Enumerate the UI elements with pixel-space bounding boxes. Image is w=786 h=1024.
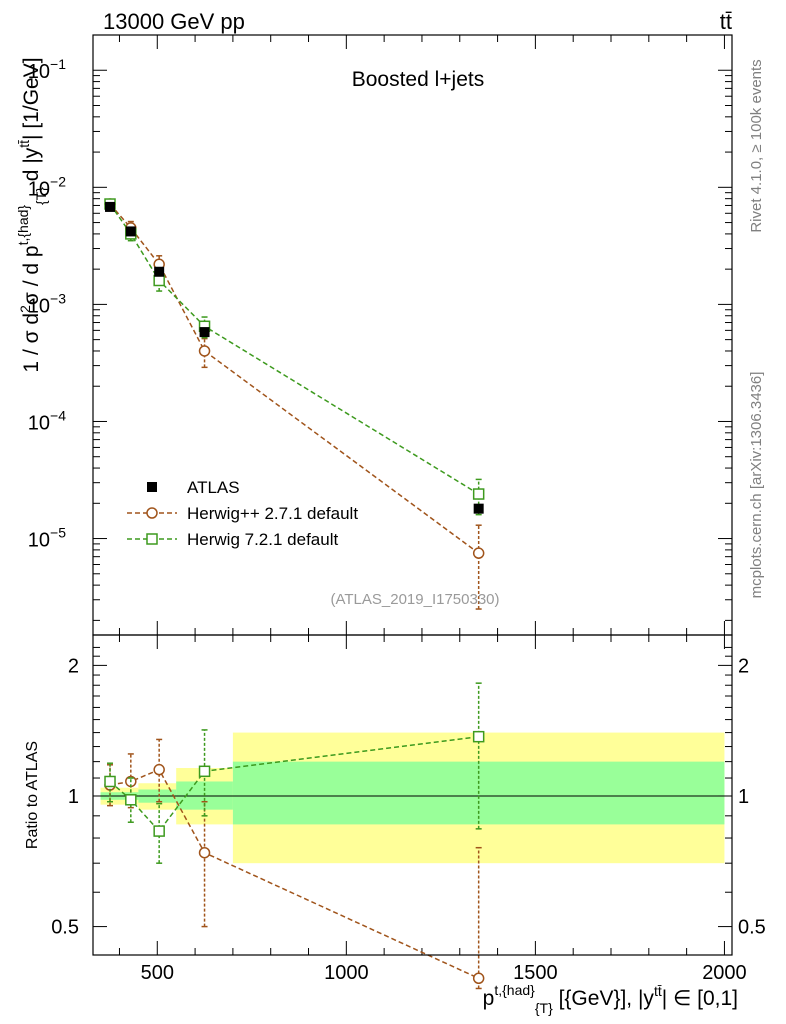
data-point-atlas <box>105 201 116 212</box>
data-point <box>104 775 116 788</box>
x-tick-label: 1500 <box>513 962 558 984</box>
data-point <box>472 488 485 500</box>
legend-marker-atlas <box>147 482 157 492</box>
data-point <box>472 547 485 559</box>
y-tick-label: 10−5 <box>28 525 66 552</box>
rivet-version-label: Rivet 4.1.0, ≥ 100k events <box>748 59 765 232</box>
data-point <box>125 794 137 806</box>
legend-marker-circle <box>146 507 158 519</box>
data-point <box>198 765 211 778</box>
legend-marker-square <box>146 533 158 545</box>
x-tick-label: 2000 <box>702 962 747 984</box>
y-tick-label: 1 <box>68 786 79 808</box>
ratio-panel: 500 1000 1500 2000 0.5 0.5 1 1 2 2 Ratio to ATLAS p… <box>24 634 766 1016</box>
series-line <box>109 203 480 554</box>
y-tick-label: 10−3 <box>28 290 66 317</box>
y-tick-label: 10−2 <box>28 173 66 200</box>
mcplots-label: mcplots.cern.ch [arXiv:1306.3436] <box>748 372 765 599</box>
data-point <box>153 763 165 776</box>
data-point <box>153 274 165 287</box>
x-tick-label: 500 <box>141 962 174 984</box>
y-tick-label: 10−4 <box>28 407 66 434</box>
data-point-atlas <box>125 226 136 237</box>
data-point-atlas <box>199 327 210 338</box>
legend-label: ATLAS <box>187 478 240 497</box>
data-point <box>198 846 211 859</box>
y-tick-label-right: 0.5 <box>738 917 766 939</box>
process-label: tt̄ <box>720 9 732 34</box>
legend-label: Herwig 7.2.1 default <box>187 530 338 549</box>
data-point-atlas <box>154 266 165 277</box>
data-point <box>198 345 211 357</box>
chart-title: Boosted l+jets <box>352 68 485 91</box>
data-point <box>472 730 485 743</box>
y-tick-label: 0.5 <box>51 917 79 939</box>
series-line <box>109 735 479 833</box>
data-point <box>472 972 485 985</box>
x-axis-label: pt,{had}{T} [{GeV}], |ytt̄| ∈ [0,1] <box>483 982 738 1016</box>
y-tick-label-right: 2 <box>738 655 749 677</box>
data-point <box>153 825 165 837</box>
analysis-tag: (ATLAS_2019_I1750330) <box>330 591 499 608</box>
y-tick-label: 2 <box>68 655 79 677</box>
series-line <box>109 203 480 495</box>
main-panel: 10−5 10−4 10−3 10−2 10−1 Boosted l+jets (ATLAS… <box>15 34 733 636</box>
y-tick-label-right: 1 <box>738 786 749 808</box>
x-tick-label: 1000 <box>324 962 369 984</box>
y-tick-label: 10−1 <box>28 56 66 83</box>
ratio-frame <box>92 634 733 956</box>
main-y-axis-label: 1 / σ d2σ / d pt,{had}{T} d |ytt̄| [1/Ge… <box>15 57 49 372</box>
energy-label: 13000 GeV pp <box>103 9 245 34</box>
legend-label: Herwig++ 2.7.1 default <box>187 504 358 523</box>
data-point-atlas <box>473 503 484 514</box>
ratio-y-axis-label: Ratio to ATLAS <box>24 741 41 849</box>
